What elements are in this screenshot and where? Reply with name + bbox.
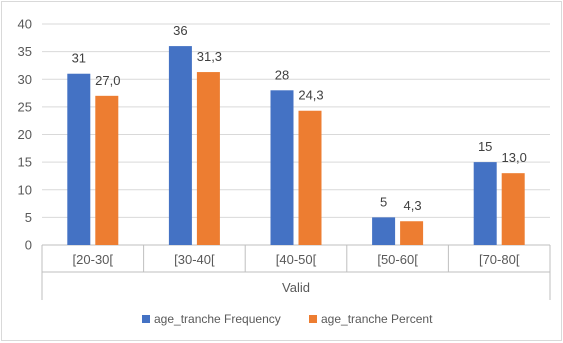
bar bbox=[95, 95, 119, 245]
legend-swatch bbox=[142, 315, 150, 323]
x-group-label: Valid bbox=[282, 280, 310, 295]
y-tick-label: 0 bbox=[25, 238, 32, 253]
bar bbox=[67, 73, 91, 245]
y-tick-label: 30 bbox=[18, 72, 32, 87]
bar bbox=[196, 72, 220, 245]
data-label: 13,0 bbox=[502, 150, 527, 165]
data-label: 31,3 bbox=[197, 49, 222, 64]
x-tick-label: [20-30[ bbox=[73, 252, 114, 267]
bar bbox=[168, 46, 192, 245]
data-label: 28 bbox=[275, 67, 289, 82]
bar bbox=[298, 110, 322, 246]
data-label: 27,0 bbox=[95, 73, 120, 88]
y-tick-label: 15 bbox=[18, 155, 32, 170]
data-label: 4,3 bbox=[404, 198, 422, 213]
legend-swatch bbox=[309, 315, 317, 323]
data-label: 5 bbox=[380, 194, 387, 209]
y-tick-label: 35 bbox=[18, 44, 32, 59]
y-tick-label: 25 bbox=[18, 99, 32, 114]
bar bbox=[270, 90, 294, 245]
y-tick-label: 5 bbox=[25, 210, 32, 225]
y-tick-label: 20 bbox=[18, 127, 32, 142]
x-tick-label: [70-80[ bbox=[479, 252, 520, 267]
bar bbox=[400, 221, 424, 245]
x-tick-label: [50-60[ bbox=[377, 252, 418, 267]
data-label: 31 bbox=[72, 51, 86, 66]
y-tick-label: 10 bbox=[18, 182, 32, 197]
legend-label: age_tranche Percent bbox=[321, 312, 433, 326]
data-label: 36 bbox=[173, 23, 187, 38]
data-label: 24,3 bbox=[298, 88, 323, 103]
bar bbox=[501, 173, 525, 245]
legend-label: age_tranche Frequency bbox=[154, 312, 281, 326]
y-tick-label: 40 bbox=[18, 17, 32, 32]
bar-chart: 0 5 10 15 20 25 30 35 40 [20-30[ [30-40[ [40-50[ [50… bbox=[18, 17, 551, 326]
bar bbox=[372, 217, 396, 245]
bar bbox=[473, 162, 497, 245]
x-tick-label: [30-40[ bbox=[174, 252, 215, 267]
x-tick-label: [40-50[ bbox=[276, 252, 317, 267]
data-label: 15 bbox=[478, 139, 492, 154]
